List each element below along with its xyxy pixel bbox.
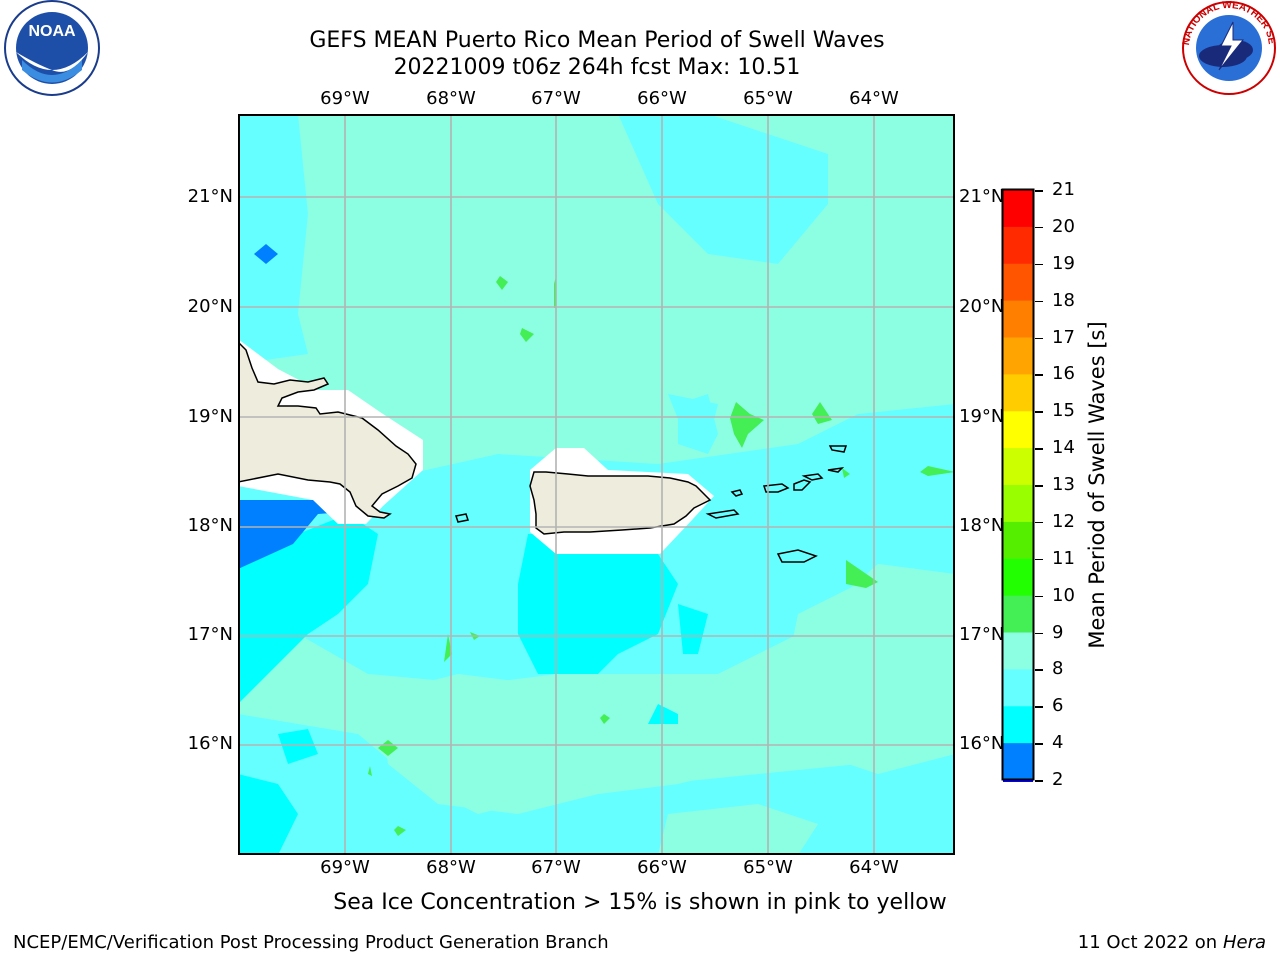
lat-label-left: 18°N — [187, 515, 233, 536]
colorbar-tick-label: 13 — [1052, 474, 1075, 495]
colorbar-segment — [1003, 558, 1033, 597]
lat-label-right: 16°N — [959, 733, 1005, 754]
colorbar-segment — [1003, 190, 1033, 228]
lat-label-left: 17°N — [187, 624, 233, 645]
colorbar-segment — [1003, 411, 1033, 449]
colorbar-tick-label: 8 — [1052, 658, 1064, 680]
lat-label-right: 17°N — [959, 624, 1005, 645]
colorbar-tick-mark — [1035, 743, 1043, 745]
colorbar-segment — [1003, 300, 1033, 338]
lon-label-bottom: 68°W — [426, 857, 476, 878]
footer-host: Hera — [1222, 932, 1266, 953]
virgin-islands-outline — [455, 445, 848, 563]
colorbar-tick-label: 2 — [1052, 769, 1064, 790]
footer-date: 11 Oct 2022 on Hera — [1077, 932, 1266, 953]
colorbar-tick-label: 14 — [1052, 437, 1075, 459]
nws-logo: NATIONAL WEATHER SERVICE — [1177, 0, 1277, 95]
lon-label-top: 69°W — [320, 88, 370, 109]
field-6s-areas — [238, 514, 708, 855]
colorbar-segment — [1003, 448, 1033, 486]
colorbar-tick-label: 18 — [1052, 289, 1075, 311]
lat-label-right: 21°N — [959, 186, 1005, 207]
lat-label-left: 16°N — [187, 733, 233, 754]
lon-label-bottom: 66°W — [637, 857, 687, 878]
colorbar-tick-label: 21 — [1052, 179, 1075, 200]
colorbar-tick-label: 11 — [1052, 547, 1075, 569]
colorbar-tick-mark — [1035, 521, 1043, 524]
footer-credit: NCEP/EMC/Verification Post Processing Pr… — [13, 932, 609, 953]
lon-label-bottom: 69°W — [320, 857, 370, 878]
colorbar-tick-label: 20 — [1052, 215, 1075, 237]
colorbar-tick-mark — [1035, 337, 1043, 339]
field-4s-area — [238, 500, 348, 569]
colorbar-tick-label: 15 — [1052, 400, 1075, 422]
lon-label-bottom: 64°W — [849, 857, 899, 878]
field-4s-spot — [254, 244, 278, 264]
map-frame — [238, 114, 955, 855]
sea-ice-note: Sea Ice Concentration > 15% is shown in … — [333, 890, 947, 915]
colorbar-tick-mark — [1035, 558, 1043, 561]
swell-period-map — [238, 114, 955, 855]
map-subtitle: 20221009 t06z 264h fcst Max: 10.51 — [393, 55, 801, 80]
map-title: GEFS MEAN Puerto Rico Mean Period of Swe… — [309, 28, 885, 53]
lat-label-right: 18°N — [959, 515, 1005, 536]
colorbar-tick-label: 6 — [1052, 695, 1064, 717]
lon-label-top: 66°W — [637, 88, 687, 109]
colorbar-tick-mark — [1035, 632, 1043, 634]
lat-label-left: 21°N — [187, 186, 233, 207]
lon-label-top: 65°W — [743, 88, 793, 109]
colorbar-tick-label: 19 — [1052, 252, 1075, 274]
colorbar-tick-mark — [1035, 669, 1043, 671]
colorbar-segment — [1003, 374, 1033, 412]
colorbar-segment — [1003, 632, 1033, 670]
colorbar-tick-mark — [1035, 706, 1043, 708]
colorbar-tick-mark — [1035, 485, 1043, 487]
colorbar-segment — [1003, 706, 1033, 744]
colorbar-tick-mark — [1035, 780, 1043, 782]
colorbar-segment — [1003, 521, 1033, 560]
colorbar-segment — [1003, 263, 1033, 302]
colorbar-tick-label: 12 — [1052, 510, 1075, 532]
colorbar-tick-label: 4 — [1052, 732, 1064, 754]
lat-label-left: 20°N — [187, 296, 233, 317]
colorbar-segment — [1003, 485, 1033, 523]
lon-label-bottom: 65°W — [743, 857, 793, 878]
colorbar-tick-mark — [1035, 448, 1043, 450]
hispaniola-land — [238, 340, 417, 519]
colorbar-tick-label: 10 — [1052, 584, 1075, 606]
colorbar-segment — [1003, 743, 1033, 781]
colorbar-tick-label: 16 — [1052, 363, 1075, 385]
colorbar-segment — [1003, 595, 1033, 633]
colorbar-tick-mark — [1035, 411, 1043, 413]
svg-text:NOAA: NOAA — [28, 23, 76, 40]
lon-label-top: 68°W — [426, 88, 476, 109]
colorbar-tick-mark — [1035, 263, 1043, 266]
colorbar-tick-mark — [1035, 374, 1043, 376]
colorbar-tick-mark — [1035, 226, 1043, 229]
colorbar-tick-mark — [1035, 190, 1043, 192]
lon-label-top: 64°W — [849, 88, 899, 109]
lon-label-bottom: 67°W — [531, 857, 581, 878]
colorbar — [1001, 188, 1035, 782]
colorbar-tick-mark — [1035, 595, 1043, 598]
lon-label-top: 67°W — [531, 88, 581, 109]
colorbar-segment — [1003, 780, 1033, 782]
noaa-logo: NOAA — [4, 0, 100, 96]
lat-label-right: 20°N — [959, 296, 1005, 317]
map-gridlines — [238, 114, 955, 855]
colorbar-label: Mean Period of Swell Waves [s] — [1085, 321, 1109, 649]
colorbar-segment — [1003, 226, 1033, 265]
field-9s-patches — [378, 584, 955, 855]
lat-label-left: 19°N — [187, 406, 233, 427]
colorbar-segment — [1003, 337, 1033, 375]
colorbar-tick-label: 17 — [1052, 326, 1075, 348]
field-10s-spots — [368, 276, 955, 836]
puerto-rico-land — [529, 471, 712, 535]
lat-label-right: 19°N — [959, 406, 1005, 427]
colorbar-segment — [1003, 669, 1033, 707]
colorbar-tick-label: 9 — [1052, 621, 1064, 643]
colorbar-tick-mark — [1035, 300, 1043, 303]
